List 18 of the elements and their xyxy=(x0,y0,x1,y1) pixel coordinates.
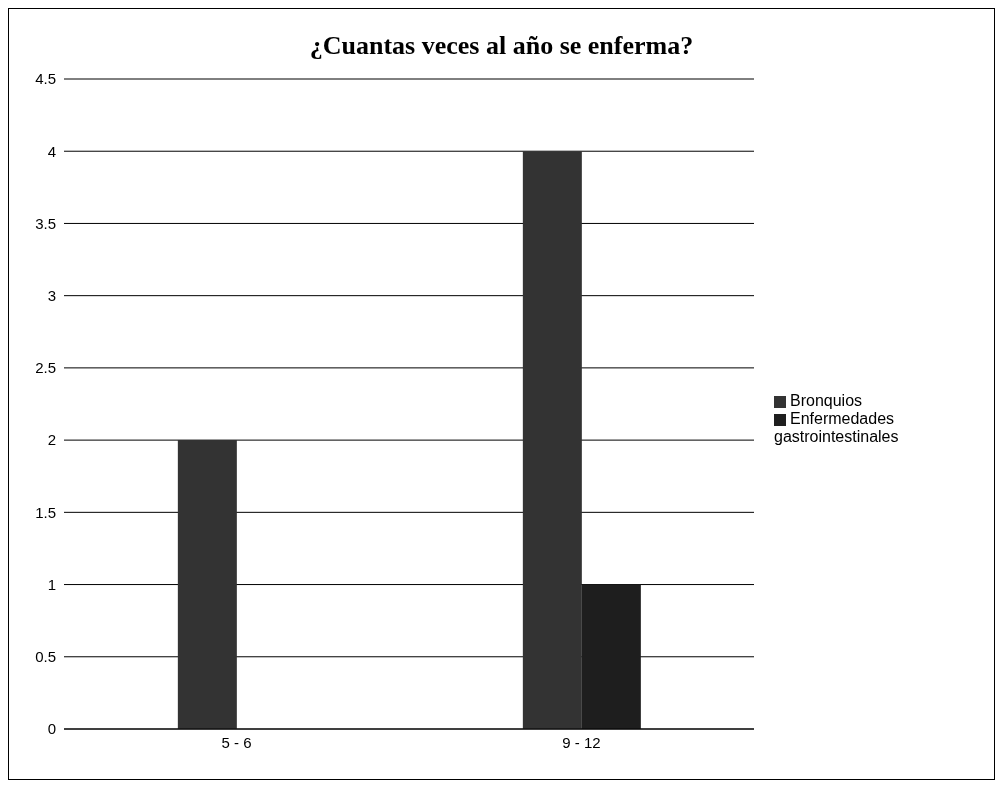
y-tick-label: 3 xyxy=(47,286,56,304)
y-tick-label: 3.5 xyxy=(35,214,56,232)
legend-label: Bronquios xyxy=(790,392,863,409)
y-tick-label: 0.5 xyxy=(35,648,56,666)
y-tick-label: 1.5 xyxy=(35,503,56,521)
bar xyxy=(522,151,582,729)
y-tick-label: 0 xyxy=(47,720,56,738)
y-tick-label: 4 xyxy=(47,142,56,160)
y-tick-label: 2.5 xyxy=(35,359,56,377)
y-tick-label: 1 xyxy=(47,575,56,593)
y-tick-label: 2 xyxy=(47,431,56,449)
y-tick-label: 4.5 xyxy=(35,70,56,88)
chart-title: ¿Cuantas veces al año se enferma? xyxy=(308,31,695,62)
x-tick-label: 9 - 12 xyxy=(562,733,601,751)
bar xyxy=(581,584,641,729)
legend-label: Enfermedades gastrointestinales xyxy=(774,410,899,445)
bar xyxy=(177,440,237,729)
x-tick-label: 5 - 6 xyxy=(221,733,252,751)
